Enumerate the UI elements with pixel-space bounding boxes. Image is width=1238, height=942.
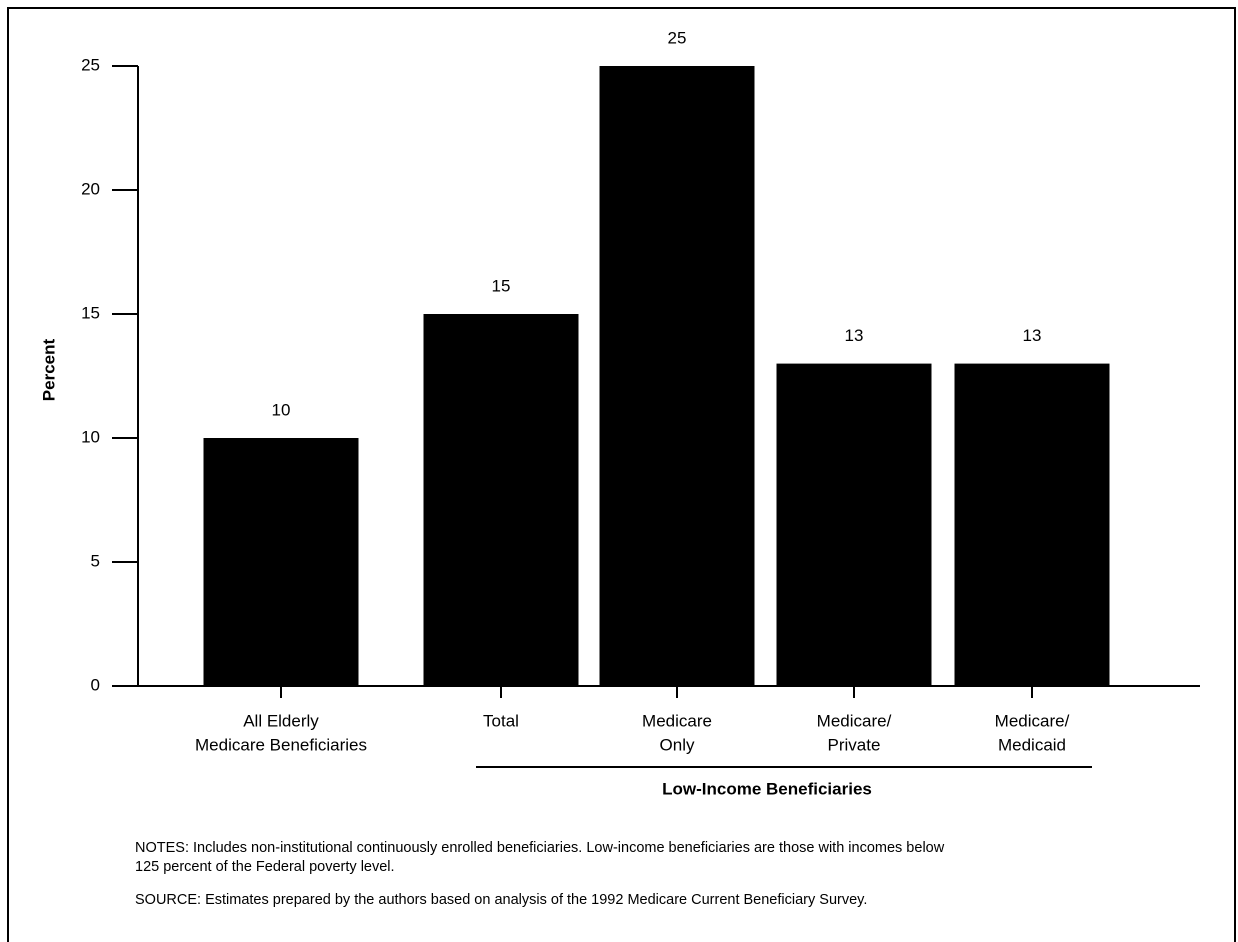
x-tick-label: Medicaid (998, 735, 1066, 754)
value-label: 13 (845, 326, 864, 345)
y-tick-label: 25 (81, 55, 100, 74)
bar (776, 363, 932, 686)
value-label: 25 (668, 28, 687, 47)
x-tick-label: Medicare Beneficiaries (195, 735, 367, 754)
x-tick-label: All Elderly (243, 711, 319, 730)
x-tick-label: Medicare/ (817, 711, 892, 730)
x-tick-label: Medicare (642, 711, 712, 730)
x-tick-label: Total (483, 711, 519, 730)
bar (599, 66, 755, 686)
value-label: 13 (1023, 326, 1042, 345)
x-tick-label: Private (828, 735, 881, 754)
note: NOTES: Includes non-institutional contin… (135, 840, 945, 856)
group-label: Low-Income Beneficiaries (662, 779, 872, 798)
y-tick-label: 5 (91, 551, 100, 570)
y-tick-label: 0 (91, 675, 100, 694)
x-tick-label: Only (660, 735, 695, 754)
bar (423, 314, 579, 686)
frame (7, 7, 1236, 942)
y-tick-label: 15 (81, 303, 100, 322)
bar (203, 438, 359, 686)
y-tick-label: 20 (81, 179, 100, 198)
bar (954, 363, 1110, 686)
y-tick-label: 10 (81, 427, 100, 446)
source: SOURCE: Estimates prepared by the author… (135, 892, 867, 908)
x-tick-label: Medicare/ (995, 711, 1070, 730)
note: 125 percent of the Federal poverty level… (135, 859, 395, 875)
y-axis-label: Percent (39, 338, 58, 401)
value-label: 15 (492, 276, 511, 295)
value-label: 10 (272, 400, 291, 419)
